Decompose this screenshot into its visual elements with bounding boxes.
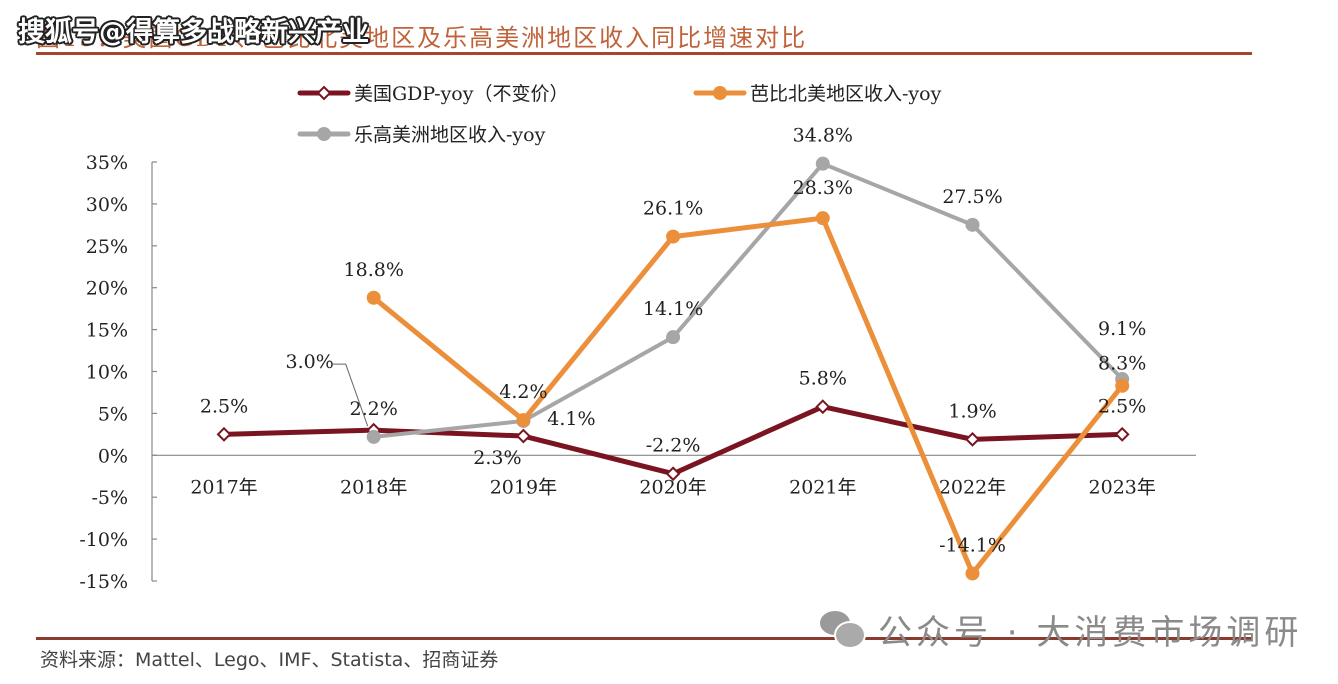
data-point <box>366 290 381 305</box>
label-leader-line <box>331 363 369 427</box>
legend-marker-icon <box>713 86 727 100</box>
watermark-bottom-text: 公众号 · 大消费市场调研 <box>878 612 1303 653</box>
y-tick-label: 10% <box>86 362 128 384</box>
data-label: 9.1% <box>1098 318 1146 340</box>
data-label: 1.9% <box>948 400 996 422</box>
x-tick-label: 2021年 <box>789 476 856 498</box>
data-label: 4.2% <box>499 381 547 403</box>
series-line-2 <box>371 161 1125 439</box>
data-point <box>216 426 232 442</box>
y-tick-label: 25% <box>86 236 128 258</box>
legend-marker-icon <box>316 85 332 101</box>
chart-title: 图15：美国GDP、芭比北美地区及乐高美洲地区收入同比增速对比 <box>36 24 808 52</box>
data-label: 18.8% <box>344 259 404 281</box>
data-point <box>515 428 531 444</box>
legend-item: 乐高美洲地区收入-yoy <box>297 124 546 146</box>
axes: 35% 30% 25% 20% 15% 10% 5% 0% -5% -10% -15% 2017年 20… <box>79 152 1196 593</box>
x-tick-label: 2018年 <box>340 476 407 498</box>
legend-marker-icon <box>317 127 331 141</box>
source-note: 资料来源：Mattel、Lego、IMF、Statista、招商证券 <box>40 649 499 671</box>
y-tick-label: 20% <box>86 278 128 300</box>
data-point <box>1114 426 1130 442</box>
data-point <box>815 399 831 415</box>
data-label: 2.5% <box>200 395 248 417</box>
data-point <box>965 431 980 447</box>
data-label: -14.1% <box>939 534 1006 556</box>
data-label: 8.3% <box>1098 353 1146 375</box>
legend-label: 芭比北美地区收入-yoy <box>750 83 942 105</box>
data-label: 2.2% <box>350 398 398 420</box>
data-point <box>665 466 681 482</box>
x-tick-label: 2023年 <box>1089 476 1156 498</box>
x-tick-label: 2022年 <box>939 476 1006 498</box>
y-tick-label: 5% <box>98 403 128 425</box>
data-label: 2.5% <box>1098 395 1146 417</box>
x-tick-label: 2017年 <box>190 476 257 498</box>
data-label: 26.1% <box>643 198 703 220</box>
data-label: 3.0% <box>286 351 334 373</box>
data-labels: 2.5% 3.0% 2.3% -2.2% 5.8% 1.9% 2.5% 18.8% 4.2% 26… <box>200 125 1146 557</box>
data-label: 2.3% <box>473 447 521 469</box>
data-label: 5.8% <box>799 368 847 390</box>
x-tick-label: 2020年 <box>639 476 706 498</box>
y-tick-label: 0% <box>98 445 128 467</box>
y-tick-label: 15% <box>86 320 128 342</box>
data-label: 27.5% <box>942 186 1002 208</box>
chart-title-area: 图15：美国GDP、芭比北美地区及乐高美洲地区收入同比增速对比 <box>36 14 1256 54</box>
data-label: 14.1% <box>643 298 703 320</box>
data-point <box>965 566 980 581</box>
data-label: 34.8% <box>793 125 853 147</box>
data-point <box>1115 378 1130 393</box>
data-point <box>815 211 830 226</box>
y-tick-label: -15% <box>79 571 128 593</box>
data-label: 28.3% <box>793 177 853 199</box>
legend-label: 乐高美洲地区收入-yoy <box>354 124 546 146</box>
data-point <box>965 217 980 232</box>
y-tick-label: -5% <box>91 487 128 509</box>
legend-item: 芭比北美地区收入-yoy <box>693 83 942 105</box>
y-tick-label: 30% <box>86 194 128 216</box>
watermark-top: 搜狐号@得算多战略新兴产业 <box>18 17 369 48</box>
title-divider <box>36 52 1252 55</box>
series-group <box>216 156 1130 581</box>
data-label: -2.2% <box>646 435 701 457</box>
data-point <box>666 229 681 244</box>
data-point <box>815 156 830 171</box>
watermark-bottom: 公众号 · 大消费市场调研 <box>820 606 1303 653</box>
data-label: 4.1% <box>547 408 595 430</box>
data-point <box>666 330 681 345</box>
legend-label: 美国GDP-yoy（不变价） <box>354 83 568 105</box>
legend: 美国GDP-yoy（不变价） 芭比北美地区收入-yoy 乐高美洲地区收入-yoy <box>297 83 942 146</box>
series-line-1 <box>371 215 1125 576</box>
footer-divider <box>36 637 1252 640</box>
y-tick-label: -10% <box>79 529 128 551</box>
x-tick-label: 2019年 <box>490 476 557 498</box>
data-point <box>516 413 531 428</box>
data-point <box>366 429 381 444</box>
legend-item: 美国GDP-yoy（不变价） <box>297 83 568 105</box>
wechat-icon <box>820 609 866 649</box>
y-tick-label: 35% <box>86 152 128 174</box>
